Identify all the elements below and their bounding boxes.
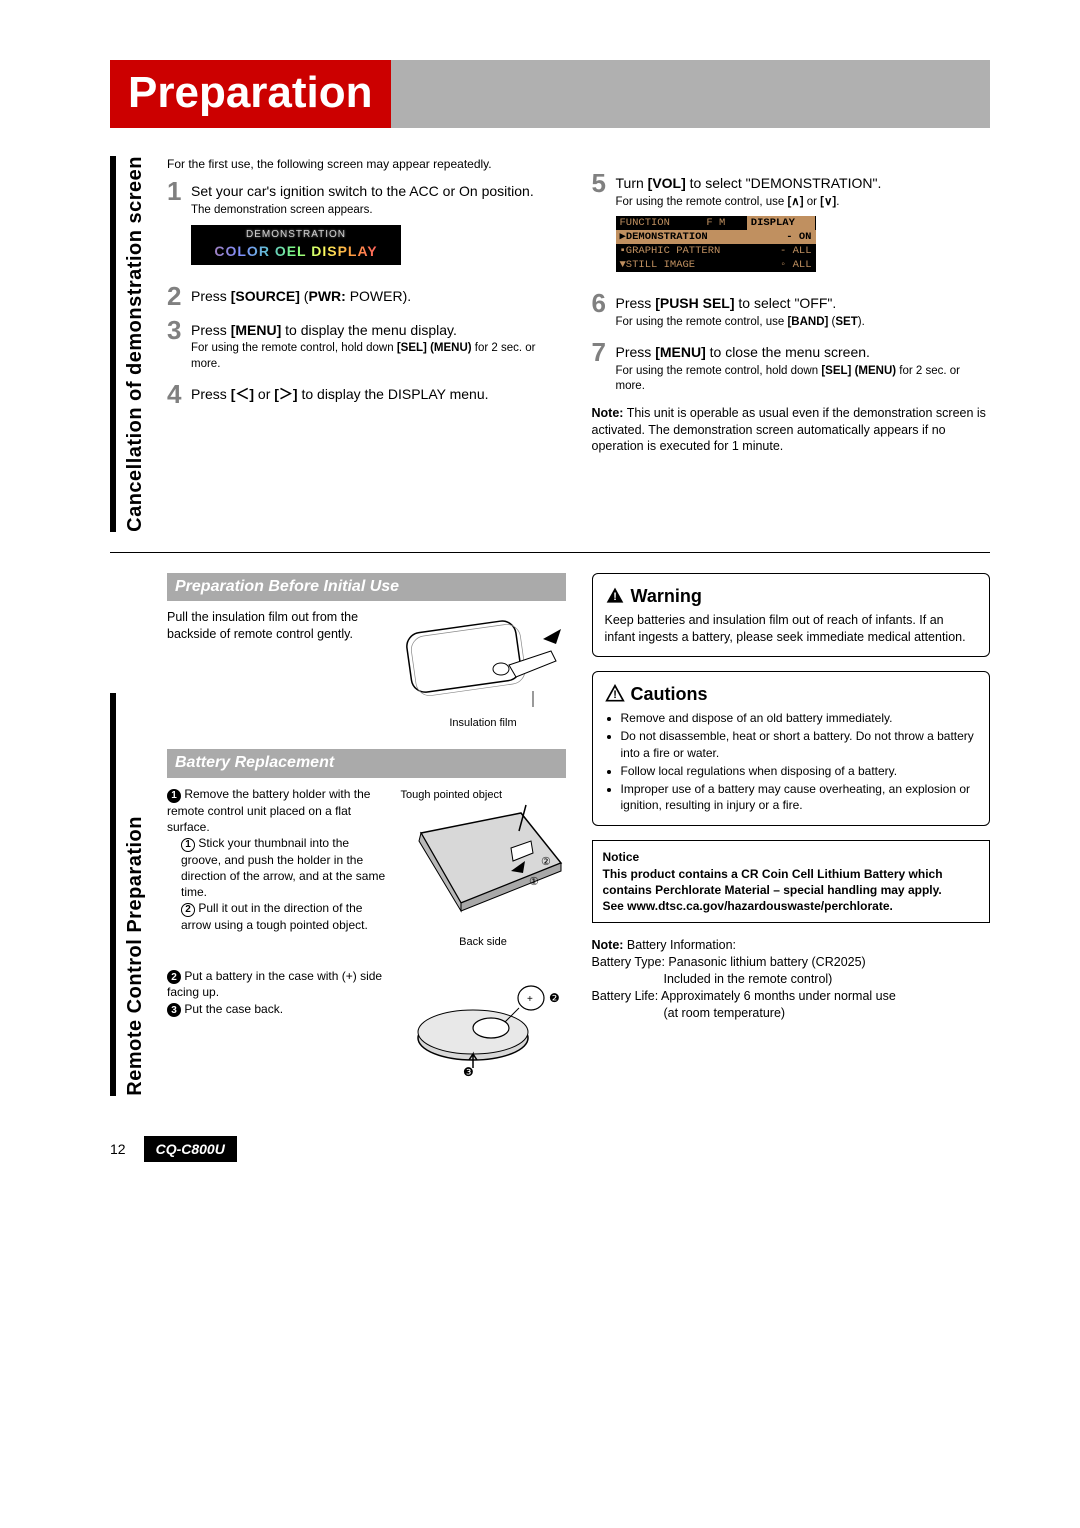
step-text: Press [SOURCE] (PWR: POWER).: [191, 283, 566, 309]
notice-heading: Notice: [603, 850, 640, 864]
label-stripe: [110, 156, 116, 532]
menu-item-selected: ▶DEMONSTRATION: [616, 230, 760, 244]
notice-box: Notice This product contains a CR Coin C…: [592, 840, 991, 923]
demonstration-screen-image: DEMONSTRATION COLOR OEL DISPLAY: [191, 225, 401, 265]
step-4: 4 Press [＜] or [＞] to display the DISPLA…: [167, 381, 566, 407]
tough-object-caption: Tough pointed object: [401, 788, 566, 803]
caution-item: Improper use of a battery may cause over…: [621, 781, 978, 813]
section-label-group: Remote Control Preparation: [110, 693, 149, 1096]
demo-line1: DEMONSTRATION: [246, 228, 346, 242]
battery-info: Note: Battery Information: Battery Type:…: [592, 937, 991, 1021]
step-number: 5: [592, 170, 616, 282]
step-7: 7 Press [MENU] to close the menu screen.…: [592, 339, 991, 395]
step-number: 2: [167, 283, 191, 309]
section-cancellation: Cancellation of demonstration screen For…: [110, 156, 990, 532]
insulation-caption: Insulation film: [401, 716, 566, 731]
svg-text:❸: ❸: [463, 1065, 474, 1078]
battery-removal-illustration: ② ①: [401, 803, 566, 933]
battery-life-sub: (at room temperature): [592, 1005, 991, 1022]
step-1: 1 Set your car's ignition switch to the …: [167, 178, 566, 274]
section-label-group: Cancellation of demonstration screen: [110, 156, 149, 532]
step-text: Set your car's ignition switch to the AC…: [191, 183, 534, 199]
step-subtext: For using the remote control, hold down …: [616, 364, 991, 395]
step-number: 7: [592, 339, 616, 395]
section-divider: [110, 552, 990, 553]
title-bar: Preparation: [110, 60, 990, 128]
caution-icon: !: [605, 684, 625, 704]
backside-caption: Back side: [401, 935, 566, 950]
warning-icon: !: [605, 586, 625, 606]
step-6: 6 Press [PUSH SEL] to select "OFF". For …: [592, 290, 991, 330]
display-menu-image: FUNCTION F M DISPLAY ▶DEMONSTRATION - ON…: [616, 216, 816, 272]
battery-step-1b: 2 Pull it out in the direction of the ar…: [181, 900, 391, 933]
battery-type: Battery Type: Panasonic lithium battery …: [592, 955, 866, 969]
menu-header-selected: DISPLAY: [747, 216, 816, 230]
svg-text:❷: ❷: [549, 991, 560, 1005]
step-2: 2 Press [SOURCE] (PWR: POWER).: [167, 283, 566, 309]
warning-body: Keep batteries and insulation film out o…: [605, 612, 978, 646]
caution-title: ! Cautions: [605, 682, 978, 706]
menu-header: FUNCTION: [616, 216, 703, 230]
page-title: Preparation: [110, 60, 391, 128]
step-number: 3: [167, 317, 191, 373]
section-label: Cancellation of demonstration screen: [122, 156, 149, 532]
caution-item: Do not disassemble, heat or short a batt…: [621, 728, 978, 760]
svg-text:!: !: [613, 689, 617, 701]
menu-item: ▼STILL IMAGE: [616, 258, 760, 272]
subheading-battery: Battery Replacement: [167, 749, 566, 778]
step-number: 6: [592, 290, 616, 330]
battery-step-3: 3 Put the case back.: [167, 1001, 391, 1018]
model-number: CQ-C800U: [144, 1136, 237, 1163]
section-remote-preparation: Remote Control Preparation Preparation B…: [110, 573, 990, 1096]
page-footer: 12 CQ-C800U: [110, 1136, 990, 1163]
battery-life: Battery Life: Approximately 6 months und…: [592, 989, 896, 1003]
menu-header: F M: [702, 216, 746, 230]
menu-value: ◦ ALL: [760, 258, 816, 272]
step-5: 5 Turn [VOL] to select "DEMONSTRATION". …: [592, 170, 991, 282]
warning-box: ! Warning Keep batteries and insulation …: [592, 573, 991, 657]
step-text: Press [MENU] to display the menu display…: [191, 322, 457, 338]
intro-text: For the first use, the following screen …: [167, 156, 566, 172]
menu-value: - ALL: [760, 244, 816, 258]
step-text: Press [MENU] to close the menu screen.: [616, 344, 870, 360]
pull-film-text: Pull the insulation film out from the ba…: [167, 609, 391, 731]
step-text: Press [PUSH SEL] to select "OFF".: [616, 295, 837, 311]
label-stripe: [110, 693, 116, 1096]
svg-text:!: !: [613, 591, 617, 603]
operable-note: Note: This unit is operable as usual eve…: [592, 405, 991, 456]
step-number: 4: [167, 381, 191, 407]
svg-text:②: ②: [541, 856, 551, 868]
step-3: 3 Press [MENU] to display the menu displ…: [167, 317, 566, 373]
warning-title: ! Warning: [605, 584, 978, 608]
svg-text:+: +: [527, 994, 533, 1005]
svg-text:①: ①: [529, 876, 539, 888]
notice-line1: This product contains a CR Coin Cell Lit…: [603, 867, 943, 897]
section-label: Remote Control Preparation: [122, 693, 149, 1096]
step-subtext: For using the remote control, use [∧] or…: [616, 195, 991, 211]
battery-step-1a: 1 Stick your thumbnail into the groove, …: [181, 835, 391, 900]
step-subtext: The demonstration screen appears.: [191, 203, 566, 219]
caution-item: Follow local regulations when disposing …: [621, 763, 978, 779]
demo-line2: COLOR OEL DISPLAY: [214, 242, 377, 261]
caution-box: ! Cautions Remove and dispose of an old …: [592, 671, 991, 826]
step-number: 1: [167, 178, 191, 274]
step-text: Press [＜] or [＞] to display the DISPLAY …: [191, 381, 566, 407]
step-subtext: For using the remote control, hold down …: [191, 341, 566, 372]
caution-item: Remove and dispose of an old battery imm…: [621, 710, 978, 726]
page-number: 12: [110, 1140, 126, 1159]
battery-info-heading: Note:: [592, 938, 624, 952]
battery-type-sub: Included in the remote control): [592, 971, 991, 988]
menu-item: ▪GRAPHIC PATTERN: [616, 244, 760, 258]
battery-step-1: 1 Remove the battery holder with the rem…: [167, 786, 391, 835]
subheading-preparation: Preparation Before Initial Use: [167, 573, 566, 602]
battery-step-2: 2 Put a battery in the case with (+) sid…: [167, 968, 391, 1001]
notice-line2: See www.dtsc.ca.gov/hazardouswaste/perch…: [603, 899, 893, 913]
step-text: Turn [VOL] to select "DEMONSTRATION".: [616, 175, 882, 191]
insulation-film-illustration: [401, 609, 566, 714]
step-subtext: For using the remote control, use [BAND]…: [616, 315, 991, 331]
menu-value: - ON: [760, 230, 816, 244]
battery-insert-illustration: + ❷ ❸: [401, 968, 566, 1078]
